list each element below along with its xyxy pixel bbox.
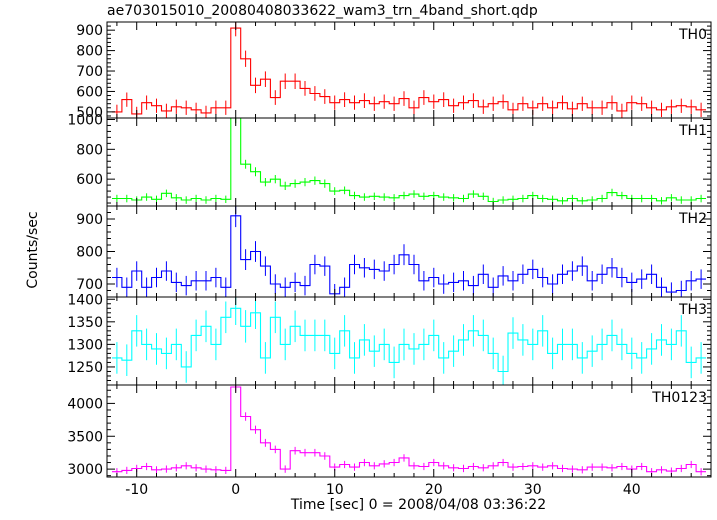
y-tick-label-th0123: 4000: [67, 396, 103, 412]
y-tick-label-th1: 600: [76, 172, 103, 188]
y-tick-label-th0123: 3000: [67, 462, 103, 478]
x-tick-label: 30: [524, 482, 542, 498]
x-tick-label: 20: [425, 482, 443, 498]
y-tick-label-th2: 800: [76, 245, 103, 261]
y-tick-label-th0: 800: [76, 44, 103, 60]
y-tick-label-th0123: 3500: [67, 429, 103, 445]
series-line-th2: [112, 215, 706, 295]
x-tick-label: -10: [125, 482, 148, 498]
panel-label-th0123: TH0123: [651, 390, 707, 406]
series-line-th3: [112, 307, 706, 373]
y-tick-label-th1: 800: [76, 142, 103, 158]
y-tick-label-th3: 1250: [67, 360, 103, 376]
series-line-th0123: [112, 386, 706, 473]
y-axis-label: Counts/sec: [25, 211, 41, 289]
series-line-th1: [112, 118, 706, 203]
y-tick-label-th0: 700: [76, 64, 103, 80]
chart-title: ae703015010_20080408033622_wam3_trn_4ban…: [107, 3, 538, 19]
panel-frame-th3: [106, 296, 712, 386]
y-tick-label-th3: 1300: [67, 337, 103, 353]
x-tick-label: 40: [623, 482, 641, 498]
x-axis-label: Time [sec] 0 = 2008/04/08 03:36:22: [290, 497, 547, 513]
panel-label-th1: TH1: [678, 123, 707, 139]
y-tick-label-th1: 1000: [67, 112, 103, 128]
y-tick-label-th3: 1350: [67, 315, 103, 331]
y-tick-label-th2: 900: [76, 212, 103, 228]
x-tick-label: 10: [326, 482, 344, 498]
x-tick-label: 0: [231, 482, 240, 498]
panel-frame-th1: [106, 117, 712, 207]
y-tick-label-th0: 500: [76, 105, 103, 121]
y-tick-label-th2: 700: [76, 277, 103, 293]
panel-label-th2: TH2: [678, 211, 707, 227]
panel-frame-th0123: [106, 384, 712, 478]
y-tick-label-th3: 1400: [67, 292, 103, 308]
series-line-th0: [112, 27, 706, 115]
panel-label-th3: TH3: [678, 302, 707, 318]
panel-frame-th2: [106, 205, 712, 298]
y-tick-label-th0: 600: [76, 84, 103, 100]
panel-label-th0: TH0: [678, 27, 707, 43]
y-tick-label-th0: 900: [76, 23, 103, 39]
